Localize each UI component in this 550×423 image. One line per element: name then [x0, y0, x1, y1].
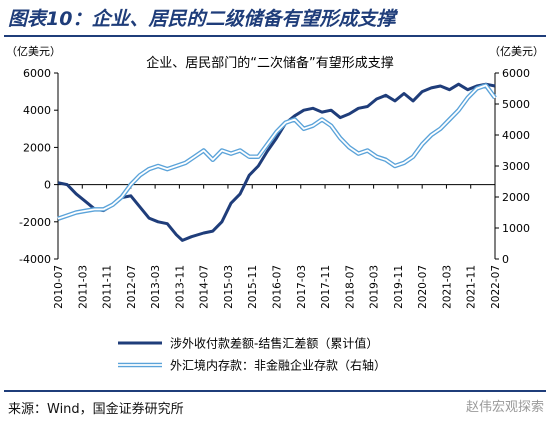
right-tick-label: 3000: [502, 160, 530, 173]
right-tick-label: 0: [502, 253, 509, 266]
x-tick-label: 2021-03: [441, 265, 453, 309]
x-tick-label: 2016-07: [272, 265, 284, 309]
x-tick-label: 2017-03: [296, 265, 308, 309]
right-series-line-inner: [57, 84, 496, 220]
left-series-legend-label: 涉外收付款差额-结售汇差额（累计值）: [170, 336, 378, 351]
x-tick-label: 2012-07: [126, 265, 138, 309]
left-tick-label: 4000: [23, 104, 51, 117]
left-tick-label: -2000: [19, 216, 51, 229]
right-tick-label: 6000: [502, 67, 530, 80]
figure-heading: 图表10：企业、居民的二级储备有望形成支撑: [8, 8, 396, 30]
x-tick-label: 2013-03: [150, 265, 162, 309]
right-tick-label: 1000: [502, 222, 530, 235]
left-axis-unit: （亿美元）: [6, 45, 61, 58]
left-tick-label: -4000: [19, 253, 51, 266]
x-tick-label: 2015-03: [223, 265, 235, 309]
x-tick-label: 2021-11: [466, 265, 478, 309]
x-tick-label: 2019-03: [369, 265, 381, 309]
figure-header: 图表10：企业、居民的二级储备有望形成支撑: [0, 0, 550, 37]
right-tick-label: 2000: [502, 191, 530, 204]
x-tick-label: 2014-07: [199, 265, 211, 309]
right-tick-label: 5000: [502, 98, 530, 111]
chart-title: 企业、居民部门的“二次储备”有望形成支撑: [146, 55, 393, 71]
left-tick-label: 6000: [23, 67, 51, 80]
source-note: 来源：Wind，国金证券研究所: [8, 402, 184, 417]
chart-area: 企业、居民部门的“二次储备”有望形成支撑 （亿美元） （亿美元） 6000 400…: [6, 45, 544, 373]
x-tick-label: 2010-07: [53, 265, 65, 309]
left-tick-label: 0: [44, 179, 51, 192]
left-series-line: [57, 82, 496, 242]
x-tick-label: 2011-11: [102, 265, 114, 309]
footer-divider: [4, 390, 546, 392]
axes: 6000 4000 2000 0 -2000 -4000 6000 5000 4000 3000 2…: [19, 67, 530, 309]
right-axis-unit: （亿美元）: [489, 45, 544, 58]
left-tick-label: 2000: [23, 141, 51, 154]
right-series-legend-label: 外汇境内存款：非金融企业存款（右轴）: [170, 358, 386, 373]
x-tick-label: 2018-07: [344, 265, 356, 309]
right-tick-label: 4000: [502, 129, 530, 142]
x-tick-label: 2017-11: [320, 265, 332, 309]
header-divider: [4, 35, 546, 37]
series-lines: [57, 82, 497, 242]
x-tick-label: 2020-07: [417, 265, 429, 309]
x-tick-label: 2011-03: [77, 265, 89, 309]
x-tick-label: 2013-11: [174, 265, 186, 309]
x-tick-label: 2019-11: [393, 265, 405, 309]
x-tick-label: 2022-07: [490, 265, 502, 309]
watermark-label: 赵伟宏观探索: [465, 400, 544, 415]
x-tick-label: 2015-11: [247, 265, 259, 309]
legend: 涉外收付款差额-结售汇差额（累计值） 外汇境内存款：非金融企业存款（右轴）: [118, 336, 386, 373]
